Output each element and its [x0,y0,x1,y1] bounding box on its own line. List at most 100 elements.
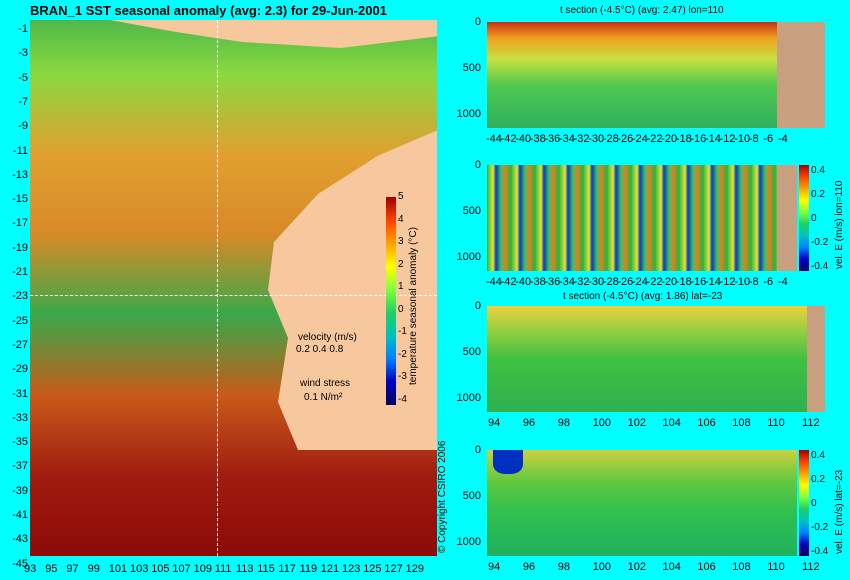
panel-1-x-tick: -44 [486,133,502,145]
lat-guide-line [30,295,437,296]
panel-1-x-tick: -42 [500,133,517,145]
colorbar-tick-label: 2 [398,258,404,270]
panel-2-cbar-tick: -0.2 [811,237,829,248]
lat-tick-label: -13 [12,168,28,181]
lon-tick-label: 107 [172,563,191,575]
lon-tick-label: 123 [342,563,361,575]
lon-tick-label: 127 [384,563,403,575]
wind-stress-label: wind stress [300,378,351,389]
panel-2-x-tick: -12 [719,276,736,288]
panel-4-x-tick: 102 [627,561,646,573]
colorbar-tick-label: -1 [398,326,407,337]
section-panel-1[interactable] [487,22,825,128]
section-panel-2[interactable] [487,165,797,271]
panel-2-x-tick: -44 [486,276,502,288]
lat-tick-label: -15 [12,193,28,206]
panel-1-x-tick: -26 [617,133,634,145]
panel-2-x-tick: -18 [675,276,692,288]
colorbar-tick-label: -2 [398,348,407,360]
lon-guide-line [217,20,218,556]
colorbar-tick-label: 3 [398,236,404,247]
colorbar-tick-label: 4 [398,213,404,225]
panel-2-cbar-tick: 0 [811,213,817,224]
lat-tick-label: -3 [18,47,28,60]
panel-2-x-tick: -36 [544,276,561,288]
panel-4-colorbar-label: vel. E (m/s) lat=-23 [834,469,845,554]
panel-4-blue-patch [493,450,523,474]
panel-3-land [807,306,825,412]
panel-1-x-tick: -22 [646,133,663,145]
panel-1-x-tick: -24 [632,133,648,145]
panel-1-x-tick: -40 [515,133,532,145]
panel-1-title: t section (-4.5°C) (avg: 2.47) lon=110 [560,5,724,16]
lat-tick-label: -5 [18,71,28,84]
lon-tick-label: 125 [363,563,382,575]
colorbar-tick-label: -4 [398,393,407,405]
panel-1-y-tick: 500 [462,62,481,74]
lat-tick-label: -7 [18,95,28,108]
lon-tick-label: 129 [405,563,424,575]
section-panel-4[interactable] [487,450,797,556]
lat-tick-label: -1 [18,23,28,35]
panel-2-cbar-tick: 0.2 [811,189,825,200]
colorbar-tick-label: 0 [398,303,404,315]
panel-4-cbar-tick: 0 [811,498,817,509]
lat-tick-label: -41 [12,509,28,521]
panel-3-x-tick: 102 [627,417,646,429]
panel-1-x-tick: -18 [675,133,692,145]
panel-1-x-tick: -32 [573,133,590,145]
panel-2-x-tick: -40 [515,276,532,288]
panel-4-x-tick: 106 [697,561,716,573]
panel-2-x-tick: -20 [661,276,678,288]
lat-tick-label: -29 [12,363,28,376]
panel-1-x-tick: -10 [734,133,751,145]
panel-2-cbar-tick: 0.4 [811,165,825,176]
sst-colorbar [386,197,396,405]
panel-1-land [777,22,825,128]
panel-2-cbar-tick: -0.4 [811,261,829,272]
lon-tick-label: 109 [193,563,212,575]
lon-tick-label: 113 [236,563,254,575]
panel-4-x-tick: 96 [522,561,536,573]
panel-4-cbar-tick: -0.2 [811,522,829,533]
panel-2-y-tick: 0 [474,159,481,171]
panel-3-x-tick: 94 [488,417,501,429]
lon-tick-label: 93 [24,563,37,575]
panel-4-cbar-tick: 0.2 [811,474,825,485]
lon-tick-label: 99 [87,563,100,575]
lat-tick-label: -37 [12,460,28,473]
lat-tick-label: -43 [12,533,28,546]
panel-4-colorbar [799,450,809,556]
panel-1-x-tick: -8 [748,133,759,145]
panel-3-y-tick: 0 [474,300,481,312]
panel-1-x-tick: -36 [544,133,561,145]
lon-tick-label: 111 [214,563,232,575]
velocity-label: velocity (m/s) [298,332,357,343]
panel-4-x-tick: 104 [662,561,681,573]
panel-1-x-tick: -38 [529,133,546,145]
sst-anomaly-map[interactable]: velocity (m/s) 0.2 0.4 0.8 wind stress 0… [30,20,437,556]
panel-4-y-tick: 0 [474,444,481,456]
panel-3-y-tick: 500 [462,346,481,358]
lat-tick-label: -25 [12,314,28,327]
panel-2-x-tick: -32 [573,276,590,288]
panel-1-x-tick: -20 [661,133,678,145]
section-panel-3[interactable] [487,306,825,412]
lon-tick-label: 95 [45,563,58,575]
land-java [110,20,437,48]
panel-3-y-tick: 1000 [456,392,481,404]
lat-tick-label: -11 [12,144,28,157]
panel-3-x-tick: 96 [522,417,536,429]
panel-1-y-tick: 0 [474,16,481,28]
panel-2-land [777,165,797,271]
panel-2-colorbar [799,165,809,271]
panel-2-x-tick: -34 [559,276,575,288]
panel-1-x-tick: -28 [602,133,619,145]
lon-tick-label: 115 [257,563,275,575]
panel-2-x-tick: -10 [734,276,751,288]
panel-2-colorbar-label: vel. E (m/s) lon=110 [834,180,845,269]
panel-4-x-tick: 112 [802,561,820,573]
lon-tick-label: 121 [320,563,340,575]
panel-1-x-tick: -6 [763,133,774,145]
panel-2-x-tick: -4 [778,276,788,288]
